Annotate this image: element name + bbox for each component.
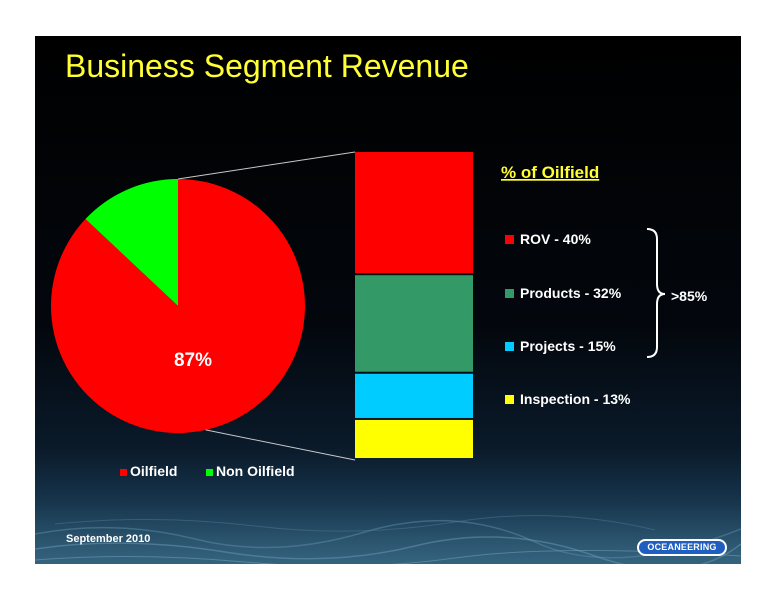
legend-swatch-projects (505, 342, 514, 351)
legend-swatch-rov (505, 235, 514, 244)
slide: Business Segment Revenue 87% Oilfield Non … (35, 36, 741, 564)
bar-segment-projects (355, 373, 473, 418)
legend-swatch-products (505, 289, 514, 298)
connector-line-top (177, 151, 356, 180)
pie-data-label-oilfield: 87% (174, 350, 212, 371)
bar-segment-products (355, 275, 473, 372)
legend-label-non-oilfield: Non Oilfield (216, 463, 295, 479)
curly-brace (646, 228, 666, 358)
bar-segment-rov (355, 152, 473, 274)
legend-swatch-inspection (505, 395, 514, 404)
legend-swatch-non-oilfield (206, 469, 213, 476)
pie-slice-non-oilfield (85, 179, 178, 306)
legend-label-projects: Projects - 15% (520, 338, 616, 354)
bar-segment-inspection (355, 419, 473, 458)
oceaneering-logo: OCEANEERING (637, 539, 727, 556)
pie-slice-oilfield (50, 179, 305, 433)
breakdown-title: % of Oilfield (501, 163, 599, 182)
legend-label-rov: ROV - 40% (520, 231, 591, 247)
legend-label-inspection: Inspection - 13% (520, 391, 631, 407)
connector-line-bottom (205, 429, 356, 461)
legend-label-oilfield: Oilfield (130, 463, 177, 479)
legend-swatch-oilfield (120, 469, 127, 476)
segment-revenue-chart: 87% Oilfield Non Oilfield % of Oilfield ROV … (50, 151, 708, 479)
legend-label-products: Products - 32% (520, 285, 622, 301)
bracket-note: >85% (671, 288, 708, 304)
seafloor-light-pattern (35, 515, 741, 564)
footer-date: September 2010 (66, 533, 151, 545)
slide-title: Business Segment Revenue (65, 48, 469, 84)
